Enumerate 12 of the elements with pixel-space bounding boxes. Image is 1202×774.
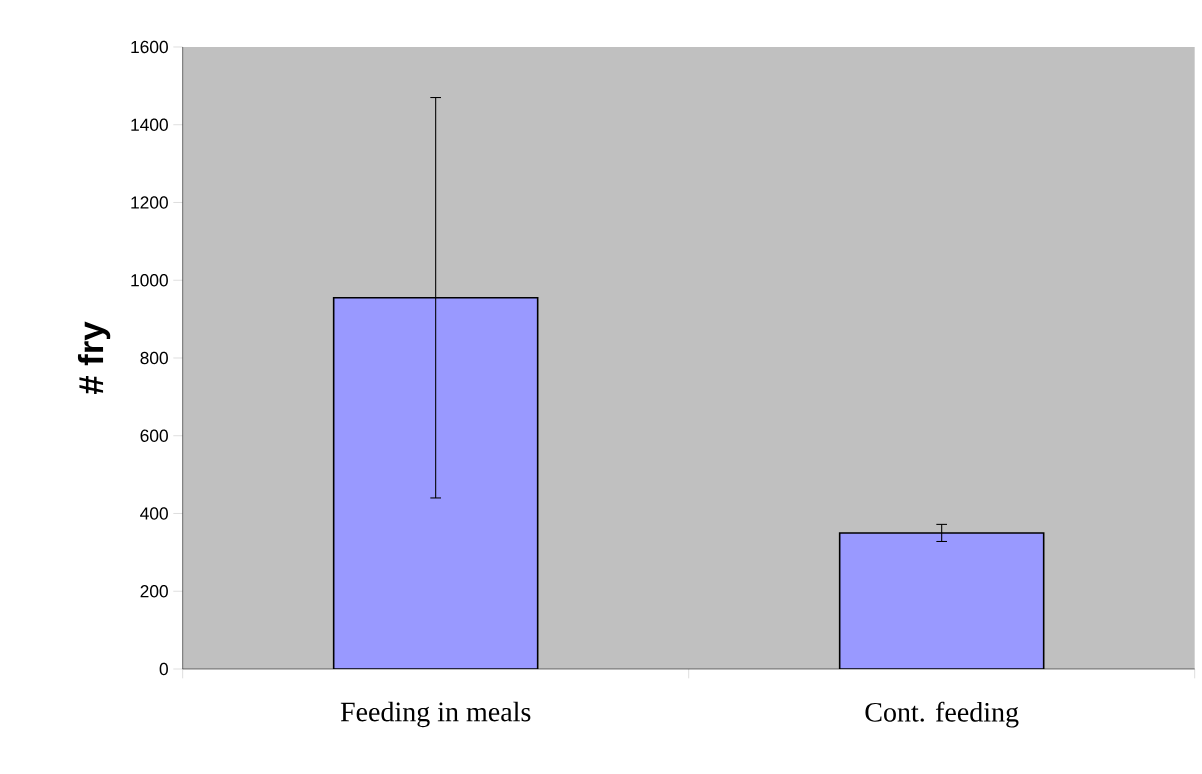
y-axis-title: # fry bbox=[77, 321, 111, 395]
y-tick-label: 600 bbox=[140, 429, 168, 442]
y-tick-label: 1600 bbox=[131, 40, 168, 54]
y-tick-label: 1200 bbox=[131, 196, 168, 209]
y-tick-label: 400 bbox=[140, 507, 168, 520]
y-tick-label: 200 bbox=[140, 585, 168, 598]
x-tick-label: Feeding in meals bbox=[340, 701, 531, 728]
x-tick-label: Cont. feeding bbox=[865, 701, 1019, 728]
y-tick-label: 800 bbox=[140, 351, 168, 365]
y-tick-label: 1400 bbox=[131, 118, 168, 131]
y-tick-label: 0 bbox=[159, 662, 168, 676]
y-tick-label: 1000 bbox=[131, 274, 168, 287]
